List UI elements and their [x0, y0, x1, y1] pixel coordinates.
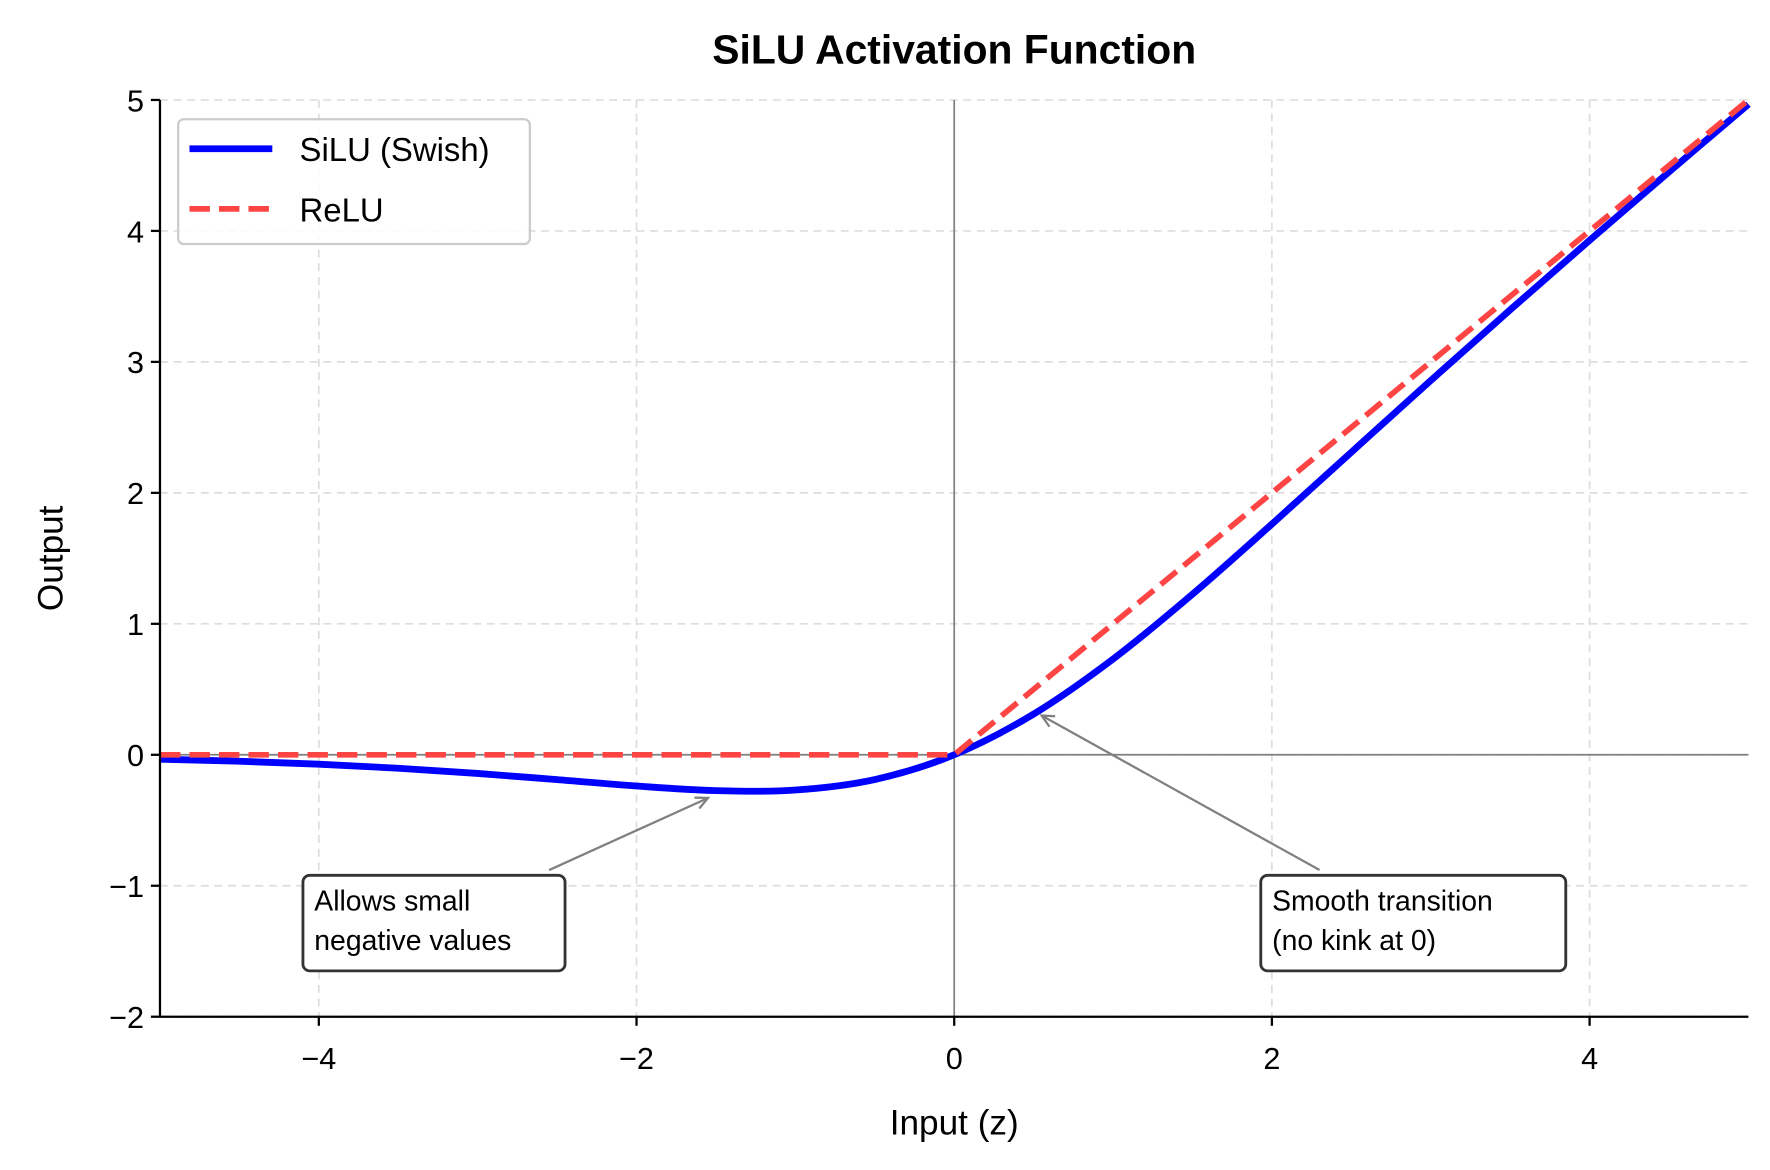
- legend: SiLU (Swish) ReLU: [177, 118, 531, 246]
- x-tick-label: −4: [301, 1042, 336, 1076]
- chart-title: SiLU Activation Function: [712, 27, 1196, 73]
- y-tick-label: 5: [127, 84, 144, 118]
- series-line-relu: [159, 97, 1751, 758]
- y-tick-label: −1: [109, 870, 144, 904]
- annotation-arrow: [1041, 714, 1321, 872]
- ticks: −4 −2 0 2 4 −2 −1 0 1 2 3 4 5: [109, 84, 1598, 1076]
- annotation-box: [301, 873, 567, 973]
- annotation-text: Smooth transition: [1272, 885, 1493, 917]
- y-tick-label: 3: [127, 346, 144, 380]
- annotation-arrowhead: [1039, 714, 1056, 728]
- x-tick-label: 2: [1263, 1042, 1280, 1076]
- annotation-text: (no kink at 0): [1272, 925, 1436, 957]
- y-tick-label: 1: [127, 608, 144, 642]
- x-tick-label: 4: [1581, 1042, 1598, 1076]
- x-tick-label: −2: [619, 1042, 654, 1076]
- annotation-text: Allows small: [314, 885, 470, 917]
- annotation-box: [1259, 873, 1568, 973]
- annotation-text: negative values: [314, 925, 511, 957]
- legend-label-relu: ReLU: [300, 191, 384, 228]
- y-tick-label: 0: [127, 739, 144, 773]
- x-axis-label: Input (z): [890, 1104, 1019, 1143]
- y-tick-label: 4: [127, 215, 144, 249]
- y-tick-label: −2: [109, 1001, 144, 1035]
- x-tick-label: 0: [946, 1042, 963, 1076]
- series-line-silu: [159, 101, 1751, 795]
- annotation-arrow: [548, 796, 709, 872]
- annotation-arrowhead: [694, 796, 711, 810]
- series-layer: [159, 97, 1751, 795]
- y-axis-label: Output: [31, 505, 70, 611]
- y-tick-label: 2: [127, 477, 144, 511]
- annotations: Allows small negative values Smooth transi…: [301, 714, 1568, 973]
- legend-label-silu: SiLU (Swish): [300, 131, 490, 168]
